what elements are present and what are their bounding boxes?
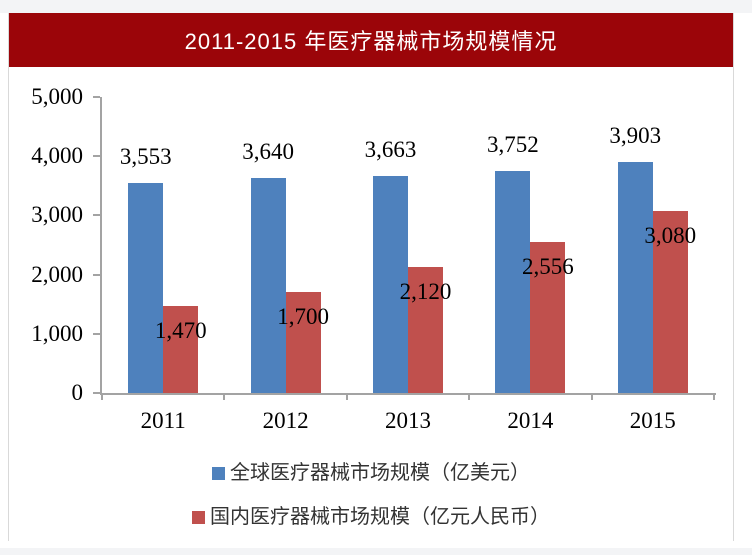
legend-item: 国内医疗器械市场规模（亿元人民币） — [192, 505, 550, 530]
bar-domestic — [652, 210, 688, 393]
bar-value-label-global: 3,553 — [119, 143, 172, 169]
y-axis-label: 2,000 — [31, 261, 83, 287]
bar-value-label-global: 3,903 — [609, 122, 662, 148]
bar-domestic — [285, 292, 321, 393]
bar-value-label-global: 3,640 — [242, 138, 294, 164]
bar-domestic — [163, 305, 199, 393]
y-axis-tick — [93, 332, 100, 335]
y-axis-label: 1,000 — [31, 320, 83, 346]
x-axis-label: 2014 — [507, 408, 554, 433]
bar-value-label-global: 3,663 — [364, 137, 417, 163]
page-bottom-strip — [0, 548, 752, 555]
bar-global — [373, 176, 408, 393]
bar-value-label-domestic: 1,700 — [277, 304, 329, 330]
x-axis-tick — [223, 393, 226, 400]
bar-domestic — [408, 267, 443, 393]
y-axis-label: 0 — [71, 380, 84, 405]
bar-global — [250, 177, 286, 393]
page-top-strip — [0, 0, 752, 13]
x-axis-tick — [101, 393, 103, 400]
chart-legend: 全球医疗器械市场规模（亿美元） 国内医疗器械市场规模（亿元人民币） — [9, 461, 733, 530]
x-axis-tick — [345, 393, 348, 400]
x-axis-tick — [713, 393, 715, 400]
legend-label: 全球医疗器械市场规模（亿美元） — [230, 462, 530, 484]
y-axis-tick — [93, 273, 100, 276]
y-axis-line — [100, 97, 102, 395]
bar-value-label-domestic: 3,080 — [644, 222, 697, 248]
bar-global — [617, 161, 653, 393]
x-axis-label: 2011 — [140, 408, 186, 433]
x-axis-label: 2012 — [262, 408, 309, 433]
y-axis-tick — [93, 96, 100, 98]
legend-swatch-icon — [212, 467, 225, 480]
legend-swatch-icon — [192, 511, 205, 524]
chart-title-banner: 2011-2015 年医疗器械市场规模情况 — [9, 13, 733, 67]
bar-value-label-domestic: 1,470 — [154, 317, 207, 343]
bar-value-label-global: 3,752 — [487, 131, 539, 157]
bar-domestic — [530, 241, 566, 393]
legend-label: 国内医疗器械市场规模（亿元人民币） — [210, 506, 550, 528]
bar-chart: 0 1,000 2,000 3,000 4,000 5,000 3,553 1,470 2011… — [9, 67, 733, 541]
bar-global — [128, 182, 164, 393]
x-axis-label: 2015 — [629, 408, 676, 433]
y-axis-tick — [93, 214, 100, 217]
x-axis-label: 2013 — [385, 408, 431, 433]
legend-item: 全球医疗器械市场规模（亿美元） — [212, 461, 530, 486]
x-axis-line — [100, 393, 716, 395]
y-axis-tick — [93, 392, 100, 394]
bar-value-label-domestic: 2,120 — [399, 279, 452, 305]
bar-global — [495, 170, 531, 393]
bar-value-label-domestic: 2,556 — [522, 253, 574, 279]
y-axis-tick — [93, 155, 100, 158]
y-axis-label: 3,000 — [31, 202, 83, 228]
x-axis-tick — [590, 393, 593, 400]
chart-panel: 2011-2015 年医疗器械市场规模情况 0 1,000 2,000 3,000 4,… — [8, 13, 734, 541]
y-axis-label: 5,000 — [31, 84, 83, 109]
chart-title: 2011-2015 年医疗器械市场规模情况 — [184, 29, 558, 54]
x-axis-tick — [468, 393, 471, 400]
y-axis-label: 4,000 — [31, 143, 83, 169]
